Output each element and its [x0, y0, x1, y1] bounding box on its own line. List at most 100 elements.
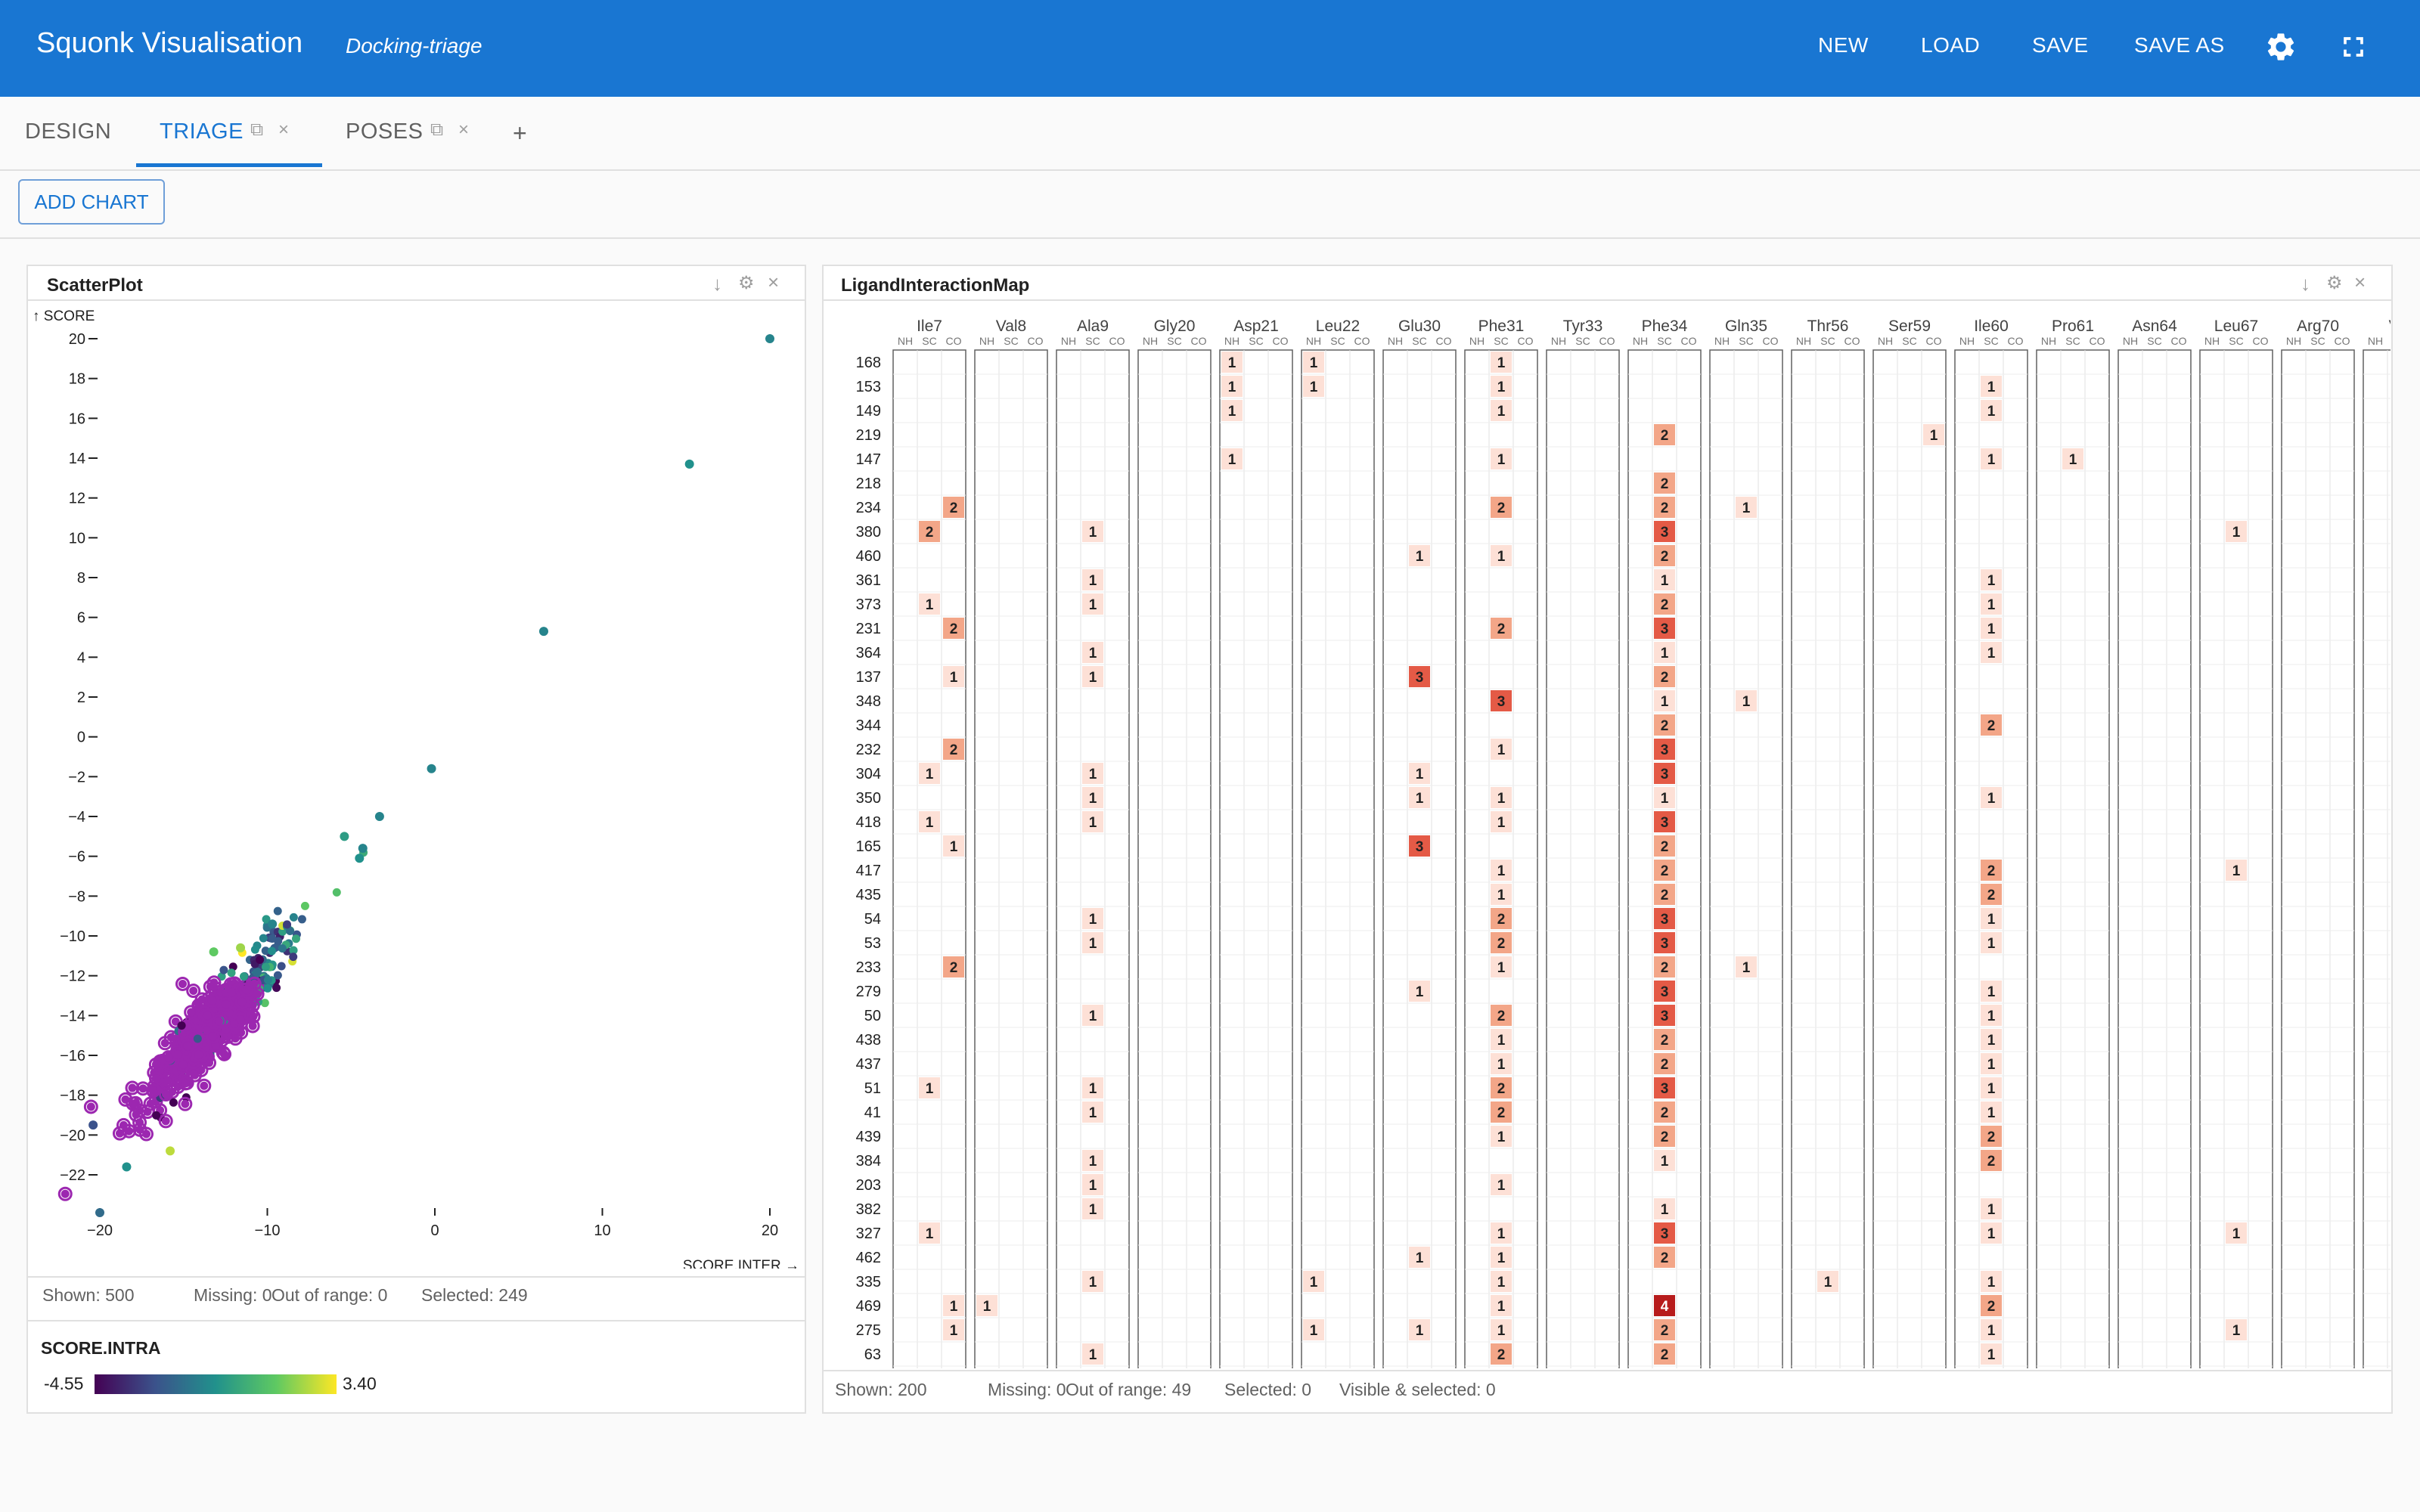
row-label[interactable]: 344 — [856, 717, 881, 734]
interaction-cell[interactable] — [1654, 884, 1675, 905]
add-chart-button[interactable]: ADD CHART — [18, 179, 165, 225]
interaction-cell[interactable] — [1981, 787, 2002, 808]
interaction-cell[interactable] — [1221, 448, 1243, 469]
interaction-cell[interactable] — [1981, 1271, 2002, 1292]
row-label[interactable]: 361 — [856, 572, 881, 589]
close-icon[interactable]: × — [768, 271, 780, 293]
interaction-cell[interactable] — [1654, 714, 1675, 736]
interaction-cell[interactable] — [1491, 1077, 1512, 1098]
row-label[interactable]: 380 — [856, 524, 881, 541]
add-tab-icon[interactable]: + — [513, 119, 528, 147]
interaction-cell[interactable] — [1082, 763, 1103, 784]
interaction-cell[interactable] — [1981, 448, 2002, 469]
interaction-cell[interactable] — [1082, 908, 1103, 929]
interaction-cell[interactable] — [1654, 1222, 1675, 1244]
row-label[interactable]: 53 — [864, 935, 881, 952]
row-label[interactable]: 460 — [856, 548, 881, 565]
interaction-cell[interactable] — [1654, 835, 1675, 857]
row-label[interactable]: 275 — [856, 1322, 881, 1339]
row-label[interactable]: 350 — [856, 790, 881, 807]
interaction-cell[interactable] — [943, 497, 964, 518]
interaction-cell[interactable] — [1654, 545, 1675, 566]
interaction-cell[interactable] — [1654, 666, 1675, 687]
interaction-cell[interactable] — [1491, 448, 1512, 469]
interaction-cell[interactable] — [1654, 642, 1675, 663]
interaction-cell[interactable] — [1981, 884, 2002, 905]
interaction-cell[interactable] — [1491, 956, 1512, 978]
row-label[interactable]: 147 — [856, 451, 881, 468]
interaction-cell[interactable] — [1491, 932, 1512, 953]
interaction-cell[interactable] — [1981, 1295, 2002, 1316]
interaction-cell[interactable] — [1221, 352, 1243, 373]
interaction-cell[interactable] — [1409, 981, 1430, 1002]
interaction-cell[interactable] — [1981, 376, 2002, 397]
interaction-cell[interactable] — [1491, 376, 1512, 397]
interaction-cell[interactable] — [1491, 1005, 1512, 1026]
interaction-cell[interactable] — [1491, 352, 1512, 373]
row-label[interactable]: 153 — [856, 379, 881, 395]
interaction-cell[interactable] — [1654, 424, 1675, 445]
interaction-cell[interactable] — [1491, 860, 1512, 881]
tab-triage[interactable]: TRIAGE — [160, 119, 244, 144]
interaction-cell[interactable] — [943, 666, 964, 687]
row-label[interactable]: 51 — [864, 1080, 881, 1097]
interaction-cell[interactable] — [1082, 569, 1103, 590]
interaction-cell[interactable] — [1082, 1174, 1103, 1195]
interaction-cell[interactable] — [1491, 787, 1512, 808]
interaction-cell[interactable] — [1221, 376, 1243, 397]
interaction-cell[interactable] — [1491, 1343, 1512, 1365]
interaction-cell[interactable] — [1981, 569, 2002, 590]
interaction-cell[interactable] — [1082, 811, 1103, 832]
interaction-cell[interactable] — [1981, 1053, 2002, 1074]
download-icon[interactable]: ↓ — [712, 272, 722, 295]
interaction-cell[interactable] — [1654, 739, 1675, 760]
row-label[interactable]: 54 — [864, 911, 881, 928]
row-label[interactable]: 218 — [856, 476, 881, 492]
interaction-cell[interactable] — [1654, 1150, 1675, 1171]
interaction-cell[interactable] — [1981, 642, 2002, 663]
interaction-cell[interactable] — [1491, 1295, 1512, 1316]
interaction-cell[interactable] — [1654, 956, 1675, 978]
interaction-cell[interactable] — [1817, 1271, 1838, 1292]
interaction-cell[interactable] — [1491, 497, 1512, 518]
tab-triage-close-icon[interactable]: × — [278, 119, 290, 140]
tab-design[interactable]: DESIGN — [25, 119, 112, 144]
interaction-cell[interactable] — [1654, 569, 1675, 590]
interaction-cell[interactable] — [1981, 860, 2002, 881]
interaction-cell[interactable] — [919, 811, 940, 832]
save-button[interactable]: SAVE — [2032, 33, 2089, 57]
row-label[interactable]: 373 — [856, 596, 881, 613]
interaction-cell[interactable] — [919, 1077, 940, 1098]
interaction-cell[interactable] — [1082, 787, 1103, 808]
interaction-cell[interactable] — [919, 521, 940, 542]
row-label[interactable]: 63 — [864, 1346, 881, 1363]
interaction-cell[interactable] — [1654, 1101, 1675, 1123]
interaction-cell[interactable] — [919, 593, 940, 615]
interaction-cell[interactable] — [1303, 1319, 1324, 1340]
interaction-cell[interactable] — [1491, 884, 1512, 905]
interaction-cell[interactable] — [1981, 1198, 2002, 1219]
row-label[interactable]: 417 — [856, 863, 881, 879]
interaction-cell[interactable] — [1981, 1343, 2002, 1365]
interaction-cell[interactable] — [1981, 1222, 2002, 1244]
interaction-cell[interactable] — [1923, 424, 1944, 445]
scatter-plot-area[interactable]: −20 −10 0 10 2020181614121086420−2−4−6−8−10−… — [28, 301, 805, 1269]
interaction-cell[interactable] — [1082, 1005, 1103, 1026]
interaction-cell[interactable] — [1981, 932, 2002, 953]
interaction-cell[interactable] — [1654, 690, 1675, 711]
interaction-cell[interactable] — [1736, 690, 1757, 711]
interaction-cell[interactable] — [1491, 739, 1512, 760]
interaction-cell[interactable] — [976, 1295, 997, 1316]
interaction-cell[interactable] — [1981, 714, 2002, 736]
interaction-cell[interactable] — [1303, 352, 1324, 373]
interaction-cell[interactable] — [1654, 1247, 1675, 1268]
interaction-cell[interactable] — [1409, 545, 1430, 566]
interaction-cell[interactable] — [1409, 763, 1430, 784]
interaction-cell[interactable] — [1654, 497, 1675, 518]
interaction-cell[interactable] — [1654, 932, 1675, 953]
interaction-cell[interactable] — [1491, 690, 1512, 711]
save-as-button[interactable]: SAVE AS — [2134, 33, 2225, 57]
interaction-cell[interactable] — [1654, 981, 1675, 1002]
interaction-cell[interactable] — [1654, 908, 1675, 929]
interaction-cell[interactable] — [2226, 521, 2247, 542]
